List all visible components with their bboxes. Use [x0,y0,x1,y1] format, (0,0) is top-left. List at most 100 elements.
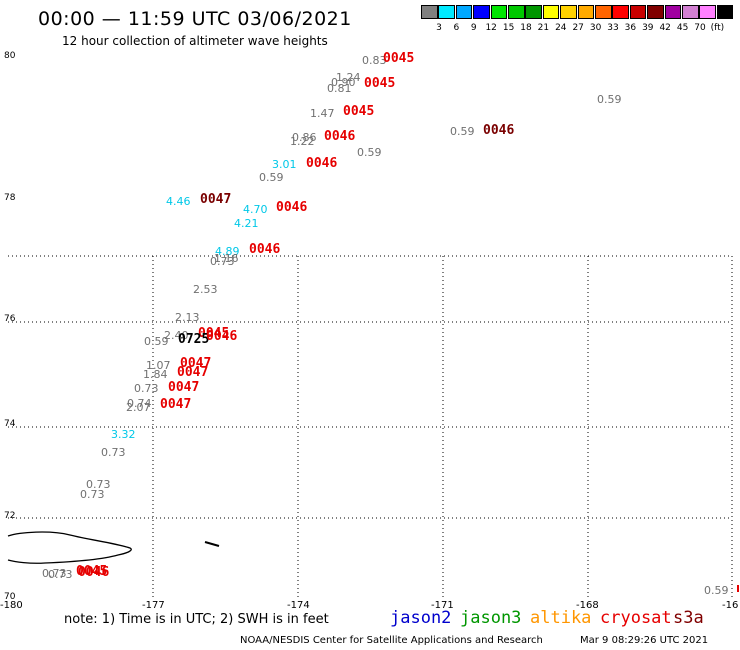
scale-swatch [577,5,595,19]
satellite-s3a: s3a [673,608,704,628]
scale-label: 27 [572,23,584,33]
lon-label-165: -16 [722,600,739,611]
obs-height-label: 0.90 [331,76,356,89]
obs-time-label: 0047 [200,192,232,207]
obs-height-label: 0.59 [450,125,475,138]
lat-label-70: 70 [4,592,16,602]
obs-time-label: 0046 [483,123,515,138]
obs-height-label: 0.81 [327,82,352,95]
scale-swatch [595,5,612,19]
lat-label-78: 78 [4,193,16,203]
scale-label: 45 [676,23,689,33]
obs-height-label: 1.84 [143,368,168,381]
lon-label-177: -177 [142,600,165,611]
scale-label: 24 [555,23,567,33]
scale-swatch [421,5,438,19]
obs-height-label: 4.46 [166,195,191,208]
satellite-altika: altika [530,608,592,628]
scale-label: 33 [607,23,619,33]
coastline-islet [204,541,220,547]
obs-time-label: 0045 [343,104,375,119]
scale-swatch [682,5,699,19]
obs-time-label: 0045 [364,76,396,91]
scale-label: 6 [453,23,460,33]
obs-time-label: 0045 [76,564,108,579]
generated-timestamp: Mar 9 08:29:26 UTC 2021 [580,635,709,646]
graticule [8,255,733,598]
obs-height-label: 0.73 [80,488,105,501]
scale-swatch [490,5,508,19]
obs-time-label: 0725 [178,332,210,347]
obs-time-label: 0045 [383,51,415,66]
scale-label: 18 [520,23,532,33]
obs-height-label: 0.59 [597,93,622,106]
credit-line: NOAA/NESDIS Center for Satellite Applica… [240,635,543,646]
obs-height-label: 2.40 [164,329,189,342]
obs-time-label: 0046 [276,200,308,215]
obs-time-label: 0047 [180,356,212,371]
scale-label: 15 [502,23,515,33]
scale-label: 21 [537,23,550,33]
obs-height-label: 2.13 [175,311,200,324]
scale-swatch [716,5,734,19]
obs-height-label: 1.24 [336,71,361,84]
scale-swatch [560,5,577,19]
obs-height-label: 0.83 [362,54,387,67]
obs-height-label: 0.59 [259,171,284,184]
obs-height-label: 4.89 [215,245,240,258]
satellite-jason2: jason2 [390,608,452,628]
scale-swatch [664,5,682,19]
obs-height-label: 0.59 [704,584,729,597]
obs-height-label: 0.73 [42,567,67,580]
obs-height-label: 1.07 [146,359,171,372]
lat-label-72: 72 [4,511,16,521]
page-title: 00:00 — 11:59 UTC 03/06/2021 [38,8,352,30]
obs-time-label: 0047 [160,397,192,412]
obs-height-label: 0.73 [101,446,126,459]
obs-time-label: 0046 [306,156,338,171]
obs-time-label: 0046 [78,565,110,580]
lon-label-171: -171 [431,600,454,611]
scale-label: 9 [470,23,477,33]
obs-height-label: 0.73 [86,478,111,491]
obs-height-label: 4.70 [243,203,268,216]
scale-swatch [647,5,664,19]
lat-label-74: 74 [4,419,16,429]
scale-label: 36 [624,23,637,33]
scale-swatch [612,5,629,19]
scale-label: 3 [436,23,442,33]
units-note: note: 1) Time is in UTC; 2) SWH is in fe… [64,612,329,627]
obs-height-label: 4.21 [234,217,259,230]
obs-height-label: 1.47 [310,107,335,120]
scale-swatch [438,5,455,19]
obs-height-label: 0.86 [292,131,317,144]
lon-label-174: -174 [287,600,310,611]
scale-label: (ft) [710,23,725,33]
obs-height-label: 0.59 [144,335,169,348]
scale-swatch [525,5,542,19]
satellite-jason3: jason3 [460,608,522,628]
scale-swatch [508,5,525,19]
scale-swatch [699,5,716,19]
obs-height-label: 1.22 [290,135,315,148]
obs-height-label: 3.32 [111,428,136,441]
obs-height-label: 0.73 [134,382,159,395]
obs-height-label: 1.16 [214,252,239,265]
coastline-island [7,531,132,564]
scale-label: 12 [485,23,497,33]
obs-height-label: 2.53 [193,283,218,296]
satellite-cryosat: cryosat [600,608,672,628]
lat-label-80: 80 [4,51,16,61]
obs-height-label: 0.73 [48,568,73,581]
scale-label: 39 [642,23,654,33]
lon-label-168: -168 [576,600,599,611]
lat-label-76: 76 [4,314,16,324]
obs-time-label: 0046 [324,129,356,144]
scale-label: 70 [694,23,706,33]
scale-swatch [455,5,473,19]
obs-height-label: 0.59 [357,146,382,159]
scale-swatch [542,5,560,19]
scale-label: 30 [589,23,602,33]
obs-time-label: 0046 [206,329,238,344]
